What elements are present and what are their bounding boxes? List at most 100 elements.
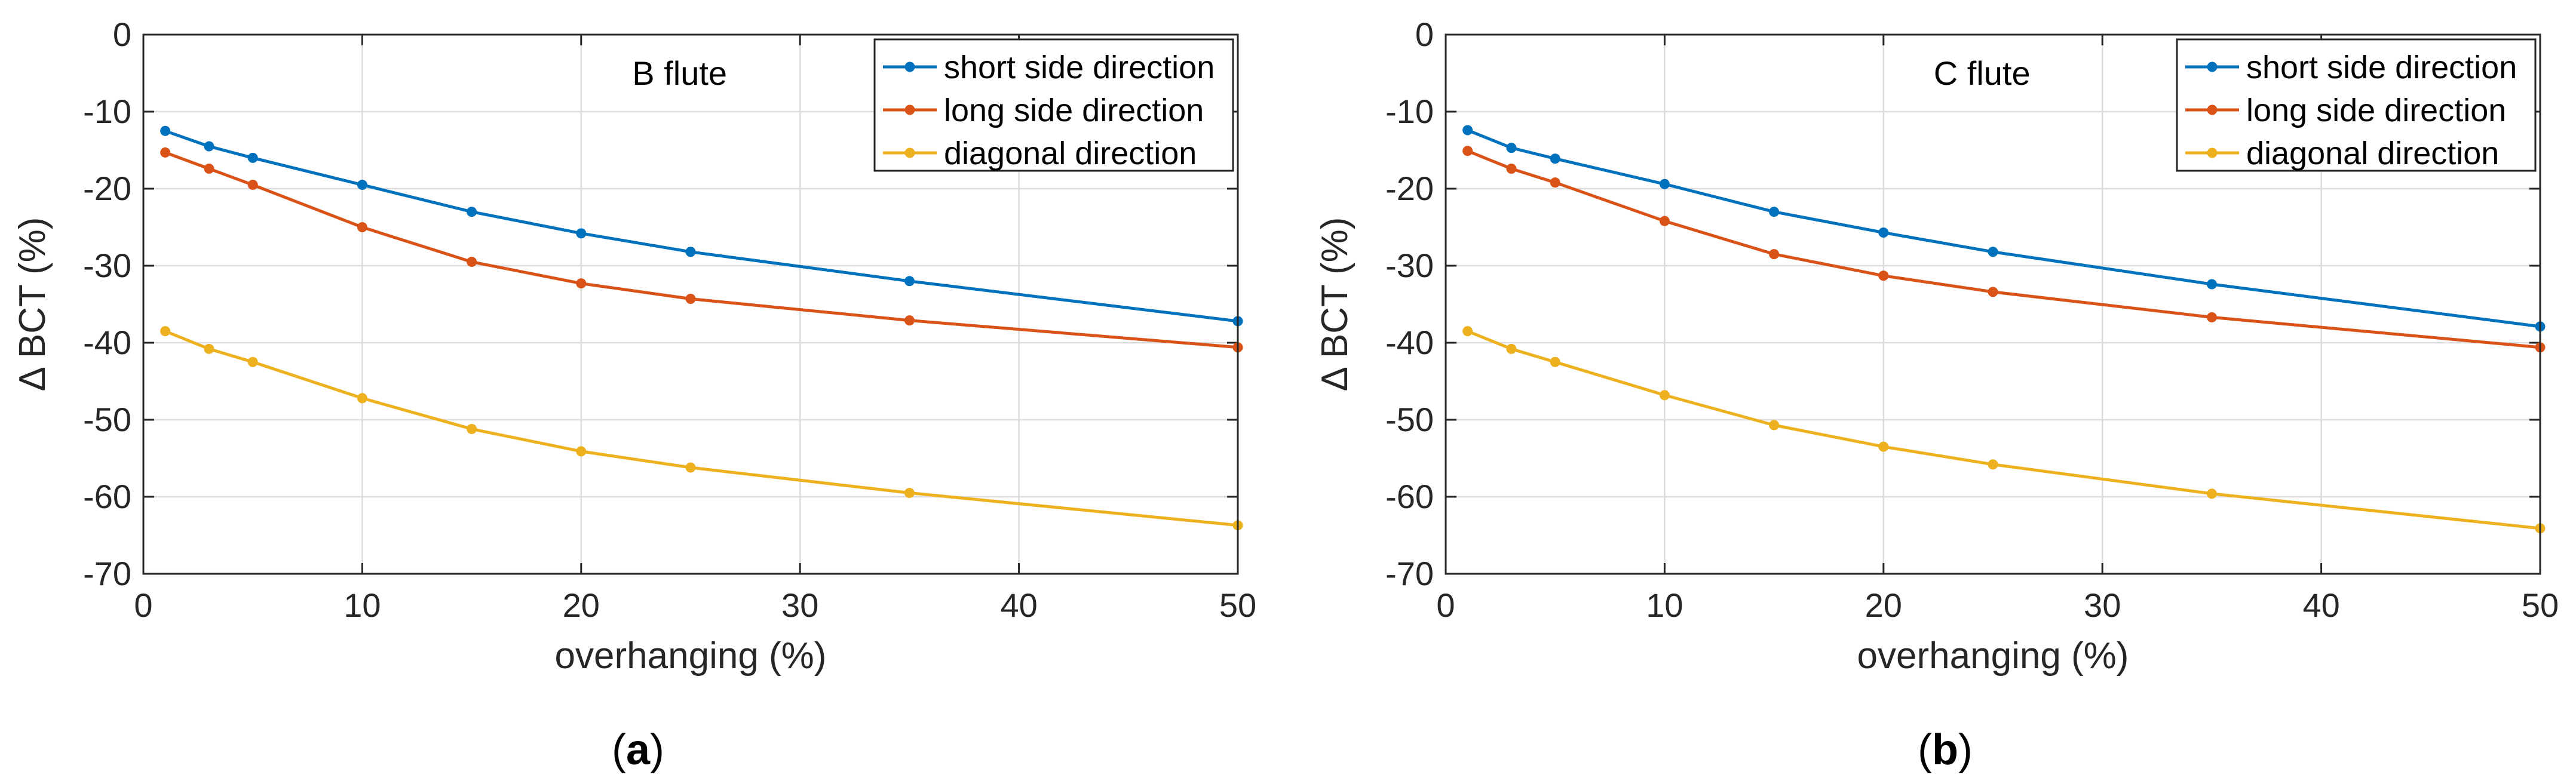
data-point [1988, 459, 1998, 470]
y-axis-label: Δ BCT (%) [1314, 217, 1356, 392]
data-point [467, 257, 477, 267]
y-tick-label: -50 [83, 401, 131, 438]
data-point [1462, 146, 1473, 156]
data-point [576, 446, 587, 457]
data-point [2206, 488, 2217, 499]
axes-box [1445, 33, 2541, 575]
chart-title: B flute [632, 54, 727, 92]
data-point [904, 276, 915, 287]
legend-label: diagonal direction [944, 136, 1197, 171]
series-diagonal-direction [1462, 326, 2546, 534]
data-point [1878, 227, 1889, 238]
series-short-side-direction [160, 125, 1243, 327]
series-long-side-direction [160, 147, 1243, 353]
axes-box [142, 33, 1239, 575]
data-point [160, 125, 171, 136]
data-point [160, 147, 171, 158]
series-long-side-direction [1462, 146, 2546, 353]
legend-label: long side direction [2246, 93, 2506, 128]
data-point [160, 326, 171, 337]
caption-letter: a [626, 726, 651, 774]
x-tick-label: 30 [2084, 586, 2121, 624]
legend-box [2176, 38, 2537, 172]
legend-item: diagonal direction [883, 136, 1197, 171]
legend-label: long side direction [944, 93, 1204, 128]
data-point [1769, 249, 1780, 260]
data-point [1659, 179, 1670, 189]
data-point [1659, 216, 1670, 226]
y-tick-label: -70 [83, 555, 131, 592]
data-point [1769, 207, 1780, 217]
legend-label: short side direction [944, 50, 1215, 85]
y-tick-label: 0 [113, 16, 131, 53]
data-point [2206, 279, 2217, 290]
data-point [904, 488, 915, 499]
y-tick-label: -30 [1385, 247, 1434, 284]
legend: short side direction long side direction d… [873, 38, 1234, 172]
x-tick-label: 40 [1000, 586, 1037, 624]
legend-item: short side direction [2185, 50, 2517, 85]
panel-caption: (b) [1918, 726, 1973, 774]
y-tick-label: -20 [83, 170, 131, 207]
data-point [904, 315, 915, 326]
caption-open-paren: ( [1918, 726, 1932, 774]
data-point [576, 278, 587, 289]
legend-item: long side direction [2185, 93, 2506, 128]
legend: short side direction long side direction d… [2176, 38, 2537, 172]
x-tick-label: 50 [2522, 586, 2559, 624]
x-tick-label: 0 [134, 586, 152, 624]
legend-item: short side direction [883, 50, 1215, 85]
y-tick-label: -40 [83, 324, 131, 361]
y-tick-label: -60 [83, 478, 131, 515]
data-point [204, 343, 214, 354]
chart-panel-b: 0 10 20 30 40 50 0 -10 -20 -30 -40 -50 -60 -70 C flute… [1314, 16, 2559, 774]
data-point [1550, 177, 1560, 188]
data-point [247, 152, 258, 163]
data-point [1878, 270, 1889, 281]
y-tick-label: -40 [1385, 324, 1434, 361]
data-point [204, 141, 214, 152]
data-point [247, 180, 258, 190]
data-point [685, 293, 696, 304]
x-tick-label: 10 [344, 586, 381, 624]
x-tick-label: 20 [563, 586, 600, 624]
legend-box [873, 38, 1234, 172]
legend-item: long side direction [883, 93, 1204, 128]
x-tick-label: 10 [1646, 586, 1683, 624]
data-point [685, 462, 696, 473]
legend-label: short side direction [2246, 50, 2517, 85]
chart-panel-a: 0 10 20 30 40 50 0 -10 -20 -30 -40 -50 -60 -70 B flute… [12, 16, 1256, 774]
x-tick-label: 0 [1436, 586, 1455, 624]
legend-marker [2207, 104, 2218, 115]
caption-open-paren: ( [612, 726, 626, 774]
x-tick-label: 50 [1219, 586, 1256, 624]
y-tick-label: -30 [83, 247, 131, 284]
caption-letter: b [1932, 726, 1958, 774]
data-point [1659, 390, 1670, 401]
data-point [204, 163, 214, 174]
y-tick-label: -50 [1385, 401, 1434, 438]
caption-close-paren: ) [650, 726, 664, 774]
y-tick-label: 0 [1415, 16, 1434, 53]
data-point [1550, 153, 1560, 164]
data-point [247, 356, 258, 367]
data-point [1506, 143, 1517, 153]
data-point [1550, 356, 1560, 367]
y-tick-label: -60 [1385, 478, 1434, 515]
data-point [1988, 287, 1998, 297]
data-point [357, 180, 367, 190]
x-axis-label: overhanging (%) [1857, 635, 2129, 677]
legend-marker [904, 147, 915, 158]
legend-item: diagonal direction [2185, 136, 2499, 171]
data-point [357, 222, 367, 232]
data-point [1878, 441, 1889, 452]
data-point [1988, 247, 1998, 257]
data-point [1462, 326, 1473, 337]
x-tick-label: 20 [1865, 586, 1902, 624]
x-axis-label: overhanging (%) [555, 635, 827, 677]
y-axis-label: Δ BCT (%) [12, 217, 53, 392]
data-point [467, 423, 477, 434]
y-tick-label: -70 [1385, 555, 1434, 592]
data-point [1506, 163, 1517, 174]
